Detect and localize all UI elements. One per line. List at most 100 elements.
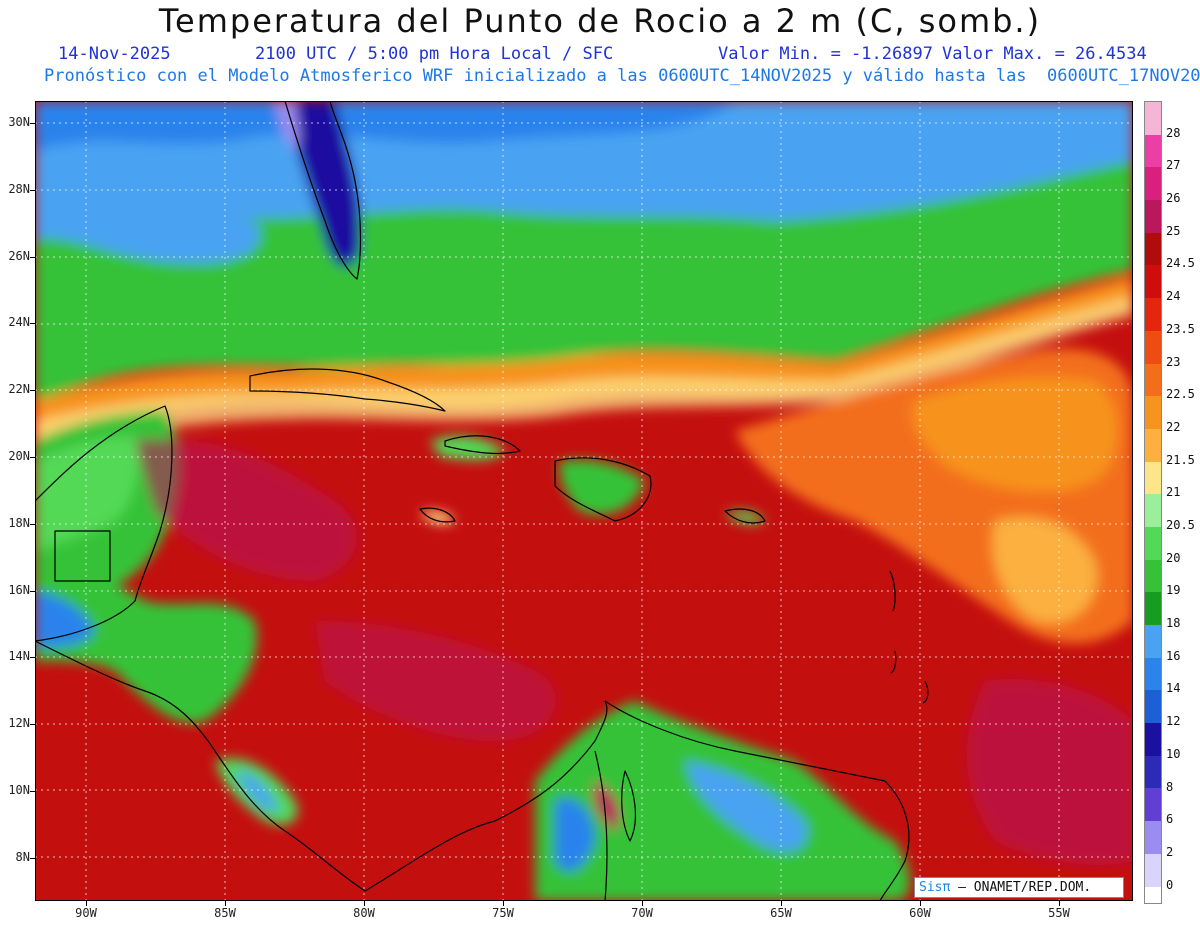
forecast-date: 14-Nov-2025: [58, 44, 171, 64]
forecast-time: 2100 UTC / 5:00 pm Hora Local / SFC: [255, 44, 614, 64]
lon-tick: [642, 901, 643, 906]
lon-label: 80W: [353, 906, 375, 920]
min-value: Valor Min. = -1.26897: [718, 44, 933, 64]
legend-swatch: [1145, 200, 1161, 233]
legend-label: 22: [1166, 419, 1181, 434]
legend-swatch: [1145, 102, 1161, 135]
legend-swatch: [1145, 265, 1161, 299]
legend-label: 14: [1166, 681, 1181, 696]
lat-label: 22N: [8, 382, 30, 397]
legend-label: 23: [1166, 354, 1181, 369]
legend-swatch: [1145, 526, 1161, 560]
lat-label: 8N: [15, 849, 30, 864]
lat-label: 16N: [8, 582, 30, 597]
legend-label: 2: [1166, 844, 1174, 859]
lon-tick: [781, 901, 782, 906]
legend-swatch: [1145, 363, 1161, 397]
legend-label: 20: [1166, 550, 1181, 565]
legend-label: 6: [1166, 812, 1174, 827]
legend-swatch: [1145, 134, 1161, 168]
lon-label: 85W: [214, 906, 236, 920]
lat-tick: [30, 323, 35, 325]
legend-label: 21.5: [1166, 452, 1195, 467]
lon-tick: [920, 901, 921, 906]
legend-label: 22.5: [1166, 387, 1195, 402]
legend-label: 20.5: [1166, 518, 1195, 533]
legend-swatch: [1145, 625, 1161, 658]
credit-box: Sisπ – ONAMET/REP.DOM.: [914, 877, 1124, 898]
lat-tick: [30, 590, 35, 592]
legend-label: 16: [1166, 648, 1181, 663]
legend-swatch: [1145, 428, 1161, 462]
lon-label: 75W: [492, 906, 514, 920]
legend-label: 24: [1166, 289, 1181, 304]
lat-label: 28N: [8, 181, 30, 196]
lat-label: 12N: [8, 716, 30, 731]
lat-tick: [30, 791, 35, 792]
legend-label: 19: [1166, 583, 1181, 598]
lat-tick: [30, 123, 35, 124]
legend-swatch: [1145, 821, 1161, 854]
sis-logo-text: Sisπ: [919, 880, 951, 895]
model-info: Pronóstico con el Modelo Atmosferico WRF…: [44, 66, 1200, 86]
color-legend: [1144, 101, 1162, 904]
lon-label: 55W: [1048, 906, 1070, 920]
lat-tick: [30, 657, 35, 659]
credit-org: – ONAMET/REP.DOM.: [950, 880, 1092, 895]
legend-swatch: [1145, 461, 1161, 495]
lon-label: 60W: [909, 906, 931, 920]
lat-label: 30N: [8, 115, 30, 129]
lat-tick: [30, 523, 35, 525]
legend-label: 23.5: [1166, 321, 1195, 336]
lon-label: 90W: [75, 906, 97, 920]
legend-swatch: [1145, 788, 1161, 822]
legend-label: 21: [1166, 485, 1181, 500]
lat-label: 20N: [8, 449, 30, 463]
lon-tick: [1059, 901, 1060, 906]
legend-swatch: [1145, 592, 1161, 625]
legend-label: 10: [1166, 746, 1181, 761]
lon-tick: [364, 901, 365, 906]
lat-tick: [30, 457, 35, 458]
lon-tick: [225, 901, 226, 906]
legend-swatch: [1145, 657, 1161, 691]
lat-label: 10N: [8, 783, 30, 797]
lon-tick: [503, 901, 504, 906]
legend-swatch: [1145, 690, 1161, 724]
legend-swatch: [1145, 559, 1161, 593]
lon-label: 65W: [770, 906, 792, 920]
legend-swatch: [1145, 298, 1161, 331]
lat-label: 24N: [8, 315, 30, 330]
max-value: Valor Max. = 26.4534: [942, 44, 1147, 64]
legend-label: 18: [1166, 616, 1181, 631]
lat-tick: [30, 390, 35, 392]
legend-label: 27: [1166, 158, 1181, 173]
legend-swatch: [1145, 853, 1161, 887]
legend-swatch: [1145, 494, 1161, 527]
lat-tick: [30, 857, 35, 859]
legend-label: 25: [1166, 223, 1181, 238]
legend-swatch: [1145, 232, 1161, 266]
legend-label: 12: [1166, 714, 1181, 729]
legend-label: 0: [1166, 877, 1174, 892]
legend-swatch: [1145, 755, 1161, 789]
lon-tick: [86, 901, 87, 906]
dewpoint-map: [35, 101, 1133, 901]
map-canvas: [35, 101, 1133, 901]
legend-swatch: [1145, 167, 1161, 201]
legend-label: 8: [1166, 779, 1174, 794]
map-title: Temperatura del Punto de Rocio a 2 m (C,…: [158, 2, 1042, 40]
lat-label: 14N: [8, 649, 30, 664]
lat-label: 18N: [8, 515, 30, 530]
lat-label: 26N: [8, 248, 30, 263]
legend-swatch: [1145, 330, 1161, 364]
lat-tick: [30, 724, 35, 726]
legend-swatch-bottom: [1145, 886, 1161, 903]
legend-swatch: [1145, 396, 1161, 429]
lat-tick: [30, 256, 35, 258]
legend-label: 28: [1166, 125, 1181, 140]
legend-label: 24.5: [1166, 256, 1195, 271]
legend-swatch: [1145, 723, 1161, 756]
lat-tick: [30, 189, 35, 191]
lon-label: 70W: [631, 906, 653, 920]
